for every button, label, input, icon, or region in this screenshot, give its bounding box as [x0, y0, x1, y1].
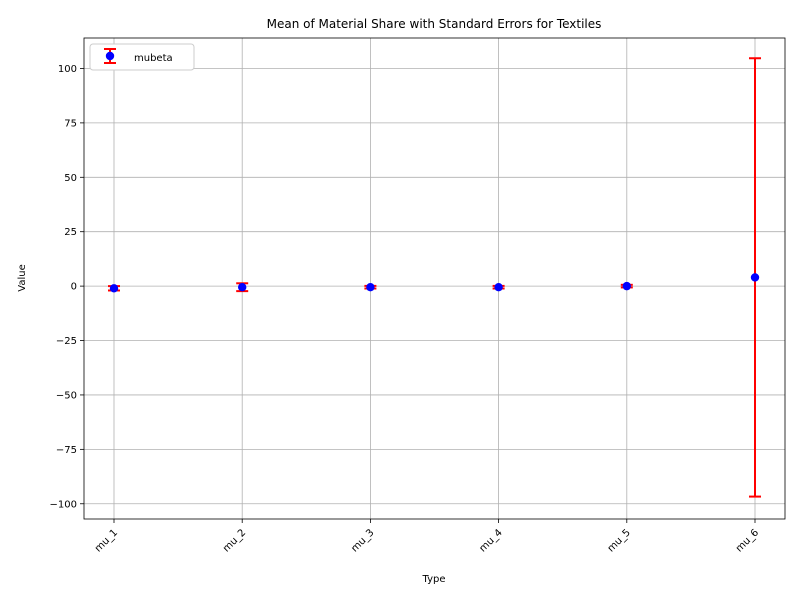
- data-point: [750, 273, 760, 282]
- y-tick-label: 75: [64, 118, 77, 129]
- legend: mubeta: [89, 43, 195, 71]
- y-ticks: −100 −75 −50 −25 0 25 50 75 100: [50, 64, 84, 510]
- data-point: [366, 283, 375, 292]
- y-tick-label: −100: [50, 499, 77, 510]
- y-tick-label: −50: [56, 390, 77, 401]
- data-point: [622, 281, 631, 291]
- y-tick-label: 0: [71, 282, 77, 293]
- y-tick-label: −25: [56, 336, 77, 347]
- data-point: [494, 283, 503, 292]
- data-point: [238, 283, 247, 292]
- y-tick-label: 25: [64, 227, 77, 238]
- plot-frame: [83, 37, 786, 520]
- legend-label: mubeta: [134, 53, 173, 64]
- data-points: [109, 273, 760, 293]
- legend-marker: [104, 48, 116, 64]
- y-tick-label: −75: [56, 445, 77, 456]
- legend-point: [105, 51, 115, 61]
- y-tick-label: 100: [58, 64, 77, 75]
- chart-title: Mean of Material Share with Standard Err…: [267, 17, 602, 31]
- data-point: [109, 284, 119, 293]
- x-axis-label: Type: [422, 574, 446, 585]
- y-axis-label: Value: [17, 264, 28, 291]
- y-tick-label: 50: [64, 173, 77, 184]
